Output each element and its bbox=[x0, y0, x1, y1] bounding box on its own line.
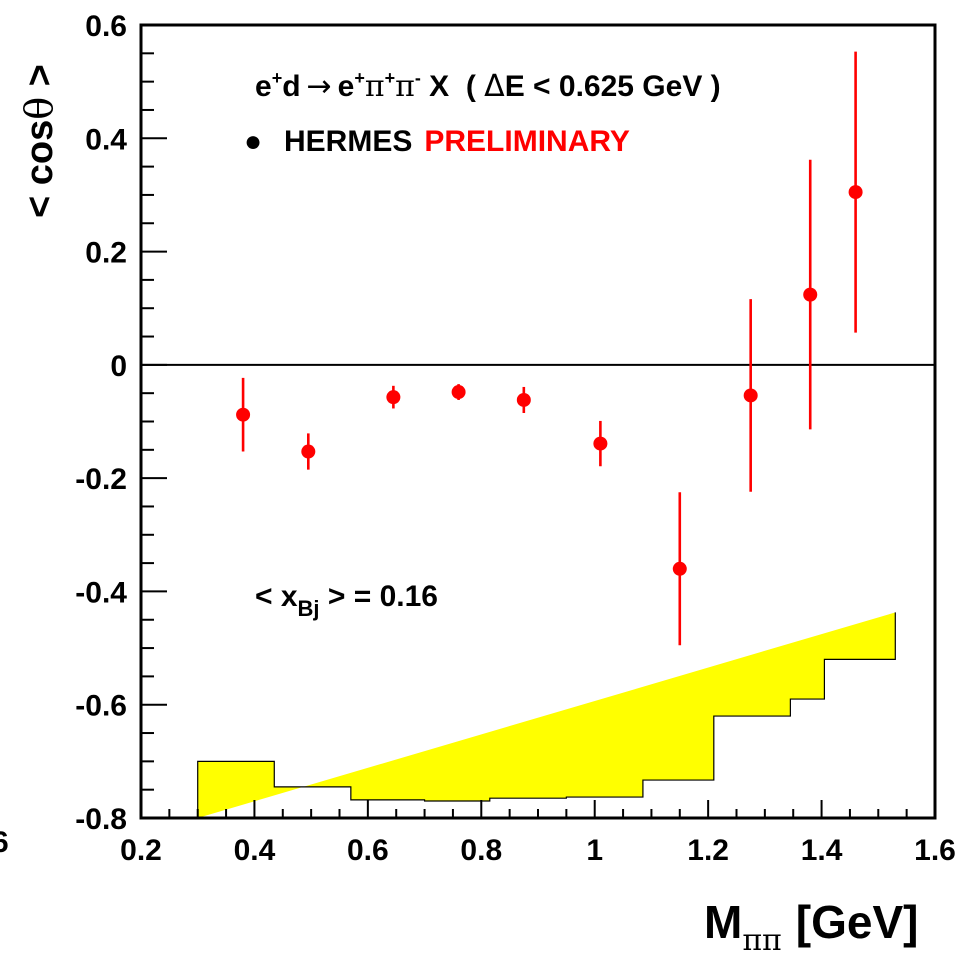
x-tick-label: 1.2 bbox=[687, 834, 729, 867]
y-tick-label: -0.2 bbox=[75, 463, 127, 496]
legend-label: HERMES PRELIMINARY bbox=[284, 125, 630, 158]
xbj-label: < xBj > = 0.16 bbox=[255, 580, 438, 621]
y-tick-label: -0.6 bbox=[75, 690, 127, 723]
y-tick-label: 0.4 bbox=[85, 123, 127, 156]
data-point bbox=[451, 385, 466, 400]
data-point bbox=[743, 388, 758, 403]
data-series-hermes bbox=[236, 51, 863, 646]
y-tick-label: 0.6 bbox=[85, 10, 127, 43]
data-point bbox=[593, 436, 608, 451]
y-tick-label: 0 bbox=[110, 350, 127, 383]
y-axis-label: < cosθ > bbox=[17, 64, 61, 218]
data-point bbox=[386, 390, 401, 405]
x-tick-label: 0.2 bbox=[120, 834, 162, 867]
histogram-area bbox=[197, 612, 896, 818]
acceptance-histogram bbox=[197, 612, 896, 818]
x-axis-label: Mππ [GeV] bbox=[704, 896, 918, 953]
x-tick-label: 0.8 bbox=[460, 834, 502, 867]
data-point bbox=[301, 444, 316, 459]
clipped-edge-label: 6 bbox=[0, 826, 9, 859]
x-tick-label: 1.6 bbox=[914, 834, 956, 867]
data-point bbox=[848, 185, 863, 200]
y-tick-label: 0.2 bbox=[85, 237, 127, 270]
data-point bbox=[516, 392, 531, 407]
legend-marker-icon: ● bbox=[244, 125, 262, 158]
data-point bbox=[803, 287, 818, 302]
x-tick-label: 0.4 bbox=[234, 834, 276, 867]
x-tick-label: 1.4 bbox=[801, 834, 843, 867]
y-tick-label: -0.8 bbox=[75, 803, 127, 836]
tick-labels: 0.2 0.4 0.6 0.8 1 1.2 1.4 1.6 -0.8 -0.6 -0.4 -0.2 0 0… bbox=[75, 10, 956, 867]
y-tick-label: -0.4 bbox=[75, 576, 127, 609]
x-tick-label: 1 bbox=[586, 834, 603, 867]
axis-ticks bbox=[140, 24, 936, 819]
reaction-label: e+d → e+π+π- X ( ΔE < 0.625 GeV ) bbox=[255, 68, 721, 104]
data-point bbox=[672, 561, 687, 576]
data-point bbox=[236, 407, 251, 422]
x-tick-label: 0.6 bbox=[347, 834, 389, 867]
